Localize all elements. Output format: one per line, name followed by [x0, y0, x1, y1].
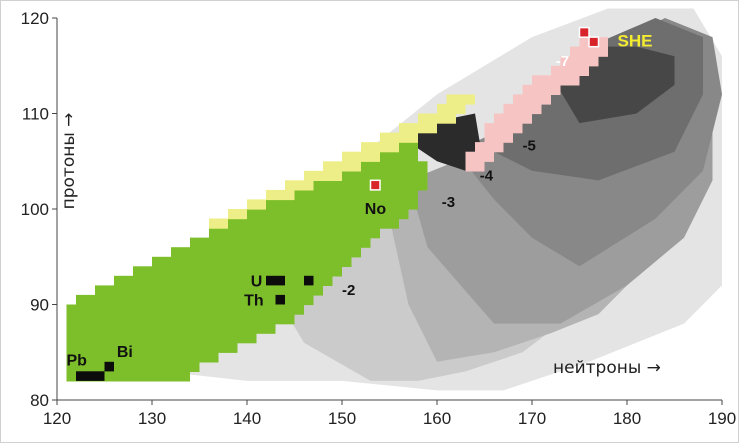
known-row: [66, 342, 238, 353]
x-tick-label: 190: [708, 409, 736, 428]
known-row: [66, 304, 304, 315]
known-row: [294, 189, 418, 201]
element-label-no: No: [365, 201, 387, 218]
predicted-alpha-row: [209, 218, 228, 229]
x-tick-label: 180: [613, 409, 641, 428]
known-row: [380, 151, 418, 162]
known-row: [171, 247, 361, 258]
known-row: [66, 371, 190, 382]
known-row: [95, 285, 323, 296]
element-mark: [76, 371, 86, 381]
predicted-superheavy-row: [522, 84, 561, 95]
contour-label: -5: [523, 138, 536, 155]
y-tick-label: 100: [21, 200, 49, 219]
predicted-superheavy-row: [503, 103, 542, 115]
predicted-superheavy-row: [475, 142, 504, 153]
predicted-superheavy-row: [494, 113, 532, 124]
element-mark: [304, 275, 314, 286]
y-tick-label: 110: [22, 105, 49, 124]
predicted-alpha-row: [361, 142, 399, 153]
element-label-th: Th: [244, 292, 264, 309]
x-tick-label: 160: [423, 409, 451, 428]
predicted-superheavy-row: [465, 161, 485, 172]
known-row: [190, 237, 371, 248]
known-row: [76, 294, 314, 306]
known-row: [152, 256, 352, 267]
contour-label: -2: [342, 282, 355, 299]
x-tick-label: 170: [518, 409, 546, 428]
element-label-pb: Pb: [67, 353, 88, 370]
contour-label: -7: [556, 53, 569, 70]
known-row: [133, 266, 342, 277]
predicted-alpha-row: [342, 151, 380, 162]
y-tick-label: 80: [30, 391, 49, 410]
predicted-alpha-row: [247, 199, 266, 210]
predicted-alpha-row: [228, 209, 247, 220]
predicted-alpha-row: [323, 161, 361, 172]
predicted-superheavy-row: [551, 65, 589, 76]
predicted-alpha-row: [446, 94, 475, 105]
known-row: [66, 361, 200, 372]
element-mark: [104, 361, 114, 372]
x-axis-label: нейтроны →: [553, 358, 661, 378]
predicted-superheavy-row: [465, 151, 494, 162]
element-mark-red: [369, 179, 381, 191]
element-marks: [76, 26, 600, 381]
predicted-superheavy-row: [484, 123, 523, 134]
predicted-alpha-row: [380, 132, 418, 143]
element-mark: [275, 294, 285, 305]
known-row: [209, 228, 380, 239]
predicted-superheavy-row: [560, 56, 599, 67]
element-mark: [266, 275, 285, 286]
annotations: -2 -3 -4 -5 -7 Pb Bi Th U No SHE: [67, 32, 653, 370]
known-row: [114, 275, 333, 286]
x-tick-label: 120: [43, 409, 71, 428]
known-row: [361, 161, 428, 172]
known-row: [266, 199, 418, 210]
predicted-alpha-row: [418, 113, 456, 124]
axes: 120 130 140 150 160 170 180 190 80 90 100 110 120: [21, 9, 737, 428]
nuclide-regions: [66, 37, 608, 382]
element-mark-red: [588, 36, 600, 48]
predicted-alpha-row: [437, 103, 466, 115]
predicted-alpha-row: [304, 170, 342, 181]
element-mark: [85, 371, 105, 381]
known-row: [342, 170, 428, 181]
known-row: [66, 323, 276, 334]
known-row: [228, 218, 399, 229]
element-mark-red: [578, 26, 590, 38]
y-tick-label: 120: [21, 9, 49, 28]
predicted-superheavy-row: [570, 46, 608, 57]
known-row: [66, 352, 219, 363]
predicted-superheavy-row: [532, 75, 580, 86]
element-label-bi: Bi: [117, 344, 133, 361]
known-row: [399, 142, 418, 153]
element-label-she: SHE: [618, 32, 653, 51]
y-axis-label: протоны →: [59, 113, 79, 210]
y-tick-label: 90: [30, 296, 49, 315]
known-row: [66, 314, 295, 325]
known-row: [247, 209, 409, 220]
element-label-u: U: [251, 273, 263, 290]
contour-label: -4: [480, 167, 494, 184]
known-row: [66, 333, 257, 344]
contour-label: -3: [442, 194, 455, 211]
x-tick-label: 130: [138, 409, 166, 428]
predicted-alpha-row: [285, 180, 314, 191]
predicted-superheavy-row: [484, 132, 513, 143]
predicted-alpha-row: [266, 189, 295, 201]
x-tick-label: 140: [233, 409, 261, 428]
x-tick-label: 150: [328, 409, 356, 428]
predicted-alpha-row: [399, 123, 437, 134]
predicted-superheavy-row: [513, 94, 551, 105]
